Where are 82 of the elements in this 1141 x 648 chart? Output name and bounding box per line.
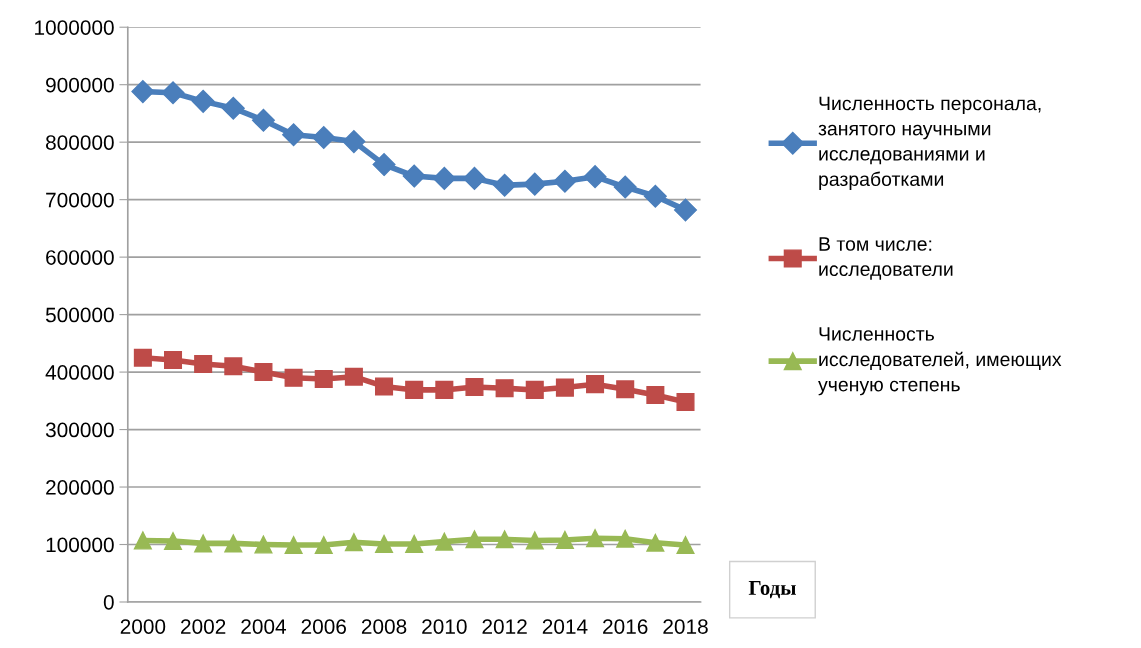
point	[314, 369, 333, 389]
point	[163, 532, 183, 551]
point	[224, 534, 243, 553]
y-tick-label: 300000	[45, 422, 114, 438]
point	[435, 380, 454, 399]
point	[344, 367, 363, 386]
point	[465, 377, 484, 397]
point	[224, 357, 243, 376]
x-tick-label: 2010	[422, 619, 467, 634]
point	[375, 377, 394, 396]
point	[405, 380, 424, 399]
point	[432, 166, 456, 190]
point	[194, 355, 213, 374]
y-tick-label: 700000	[46, 192, 114, 208]
y-tick-label: 800000	[45, 135, 114, 150]
point	[435, 532, 454, 551]
point	[523, 172, 547, 196]
y-tick-label: 400000	[45, 365, 114, 380]
point	[282, 123, 306, 147]
text: Годы	[748, 581, 796, 599]
x-tick-label: 2016	[603, 619, 648, 634]
point	[495, 530, 514, 549]
point	[583, 165, 607, 189]
point	[254, 535, 273, 554]
point	[161, 81, 185, 105]
x-tick-label: 2012	[482, 619, 527, 634]
point	[402, 164, 426, 188]
y-tick-label: 500000	[45, 307, 114, 323]
point	[284, 536, 303, 555]
point	[613, 175, 637, 199]
point	[191, 89, 215, 113]
point	[284, 368, 303, 387]
point	[676, 536, 695, 555]
point	[586, 375, 605, 394]
point	[643, 184, 667, 208]
x-tick-label: 2002	[181, 619, 226, 634]
y-tick-label: 0	[103, 594, 114, 610]
x-tick-label: 2004	[241, 619, 287, 634]
point	[251, 108, 275, 132]
y-tick-label: 1000000	[35, 20, 114, 35]
y-tick-label: 200000	[46, 480, 114, 495]
x-tick-label: 2014	[542, 619, 588, 634]
point	[314, 536, 333, 555]
legend-label: Численность персонала, занятого научными исследованиями и разработками	[818, 96, 1041, 190]
point	[194, 534, 213, 553]
point	[525, 380, 544, 399]
legend-label: В том числе: исследователи	[819, 237, 953, 280]
point	[221, 96, 245, 120]
point	[133, 348, 152, 367]
point	[375, 534, 394, 553]
point	[553, 169, 577, 193]
y-tick-label: 100000	[46, 537, 114, 553]
point	[674, 198, 697, 222]
point	[465, 530, 484, 549]
point	[616, 529, 635, 548]
point	[493, 173, 517, 197]
point	[131, 80, 155, 104]
y-tick-label: 900000	[46, 77, 114, 93]
point	[462, 166, 486, 190]
x-tick-label: 2018	[663, 619, 708, 634]
point	[616, 380, 635, 399]
point	[646, 533, 665, 552]
point	[405, 534, 424, 553]
point	[586, 529, 605, 548]
x-tick-label: 2008	[361, 619, 407, 634]
legend-label: Численность исследователей, имеющих ученую степень	[818, 327, 1062, 396]
point	[525, 531, 544, 550]
point	[254, 363, 273, 382]
point	[495, 379, 514, 398]
point	[163, 350, 183, 370]
x-tick-label: 2006	[301, 619, 346, 634]
point	[555, 530, 574, 549]
point	[676, 392, 695, 411]
point	[342, 130, 366, 154]
point	[344, 533, 363, 552]
point	[133, 531, 152, 550]
point	[646, 386, 665, 405]
x-tick-label: 2000	[120, 619, 166, 634]
point	[312, 126, 336, 150]
y-tick-label: 600000	[46, 250, 114, 265]
point	[372, 153, 396, 177]
point	[555, 378, 574, 397]
